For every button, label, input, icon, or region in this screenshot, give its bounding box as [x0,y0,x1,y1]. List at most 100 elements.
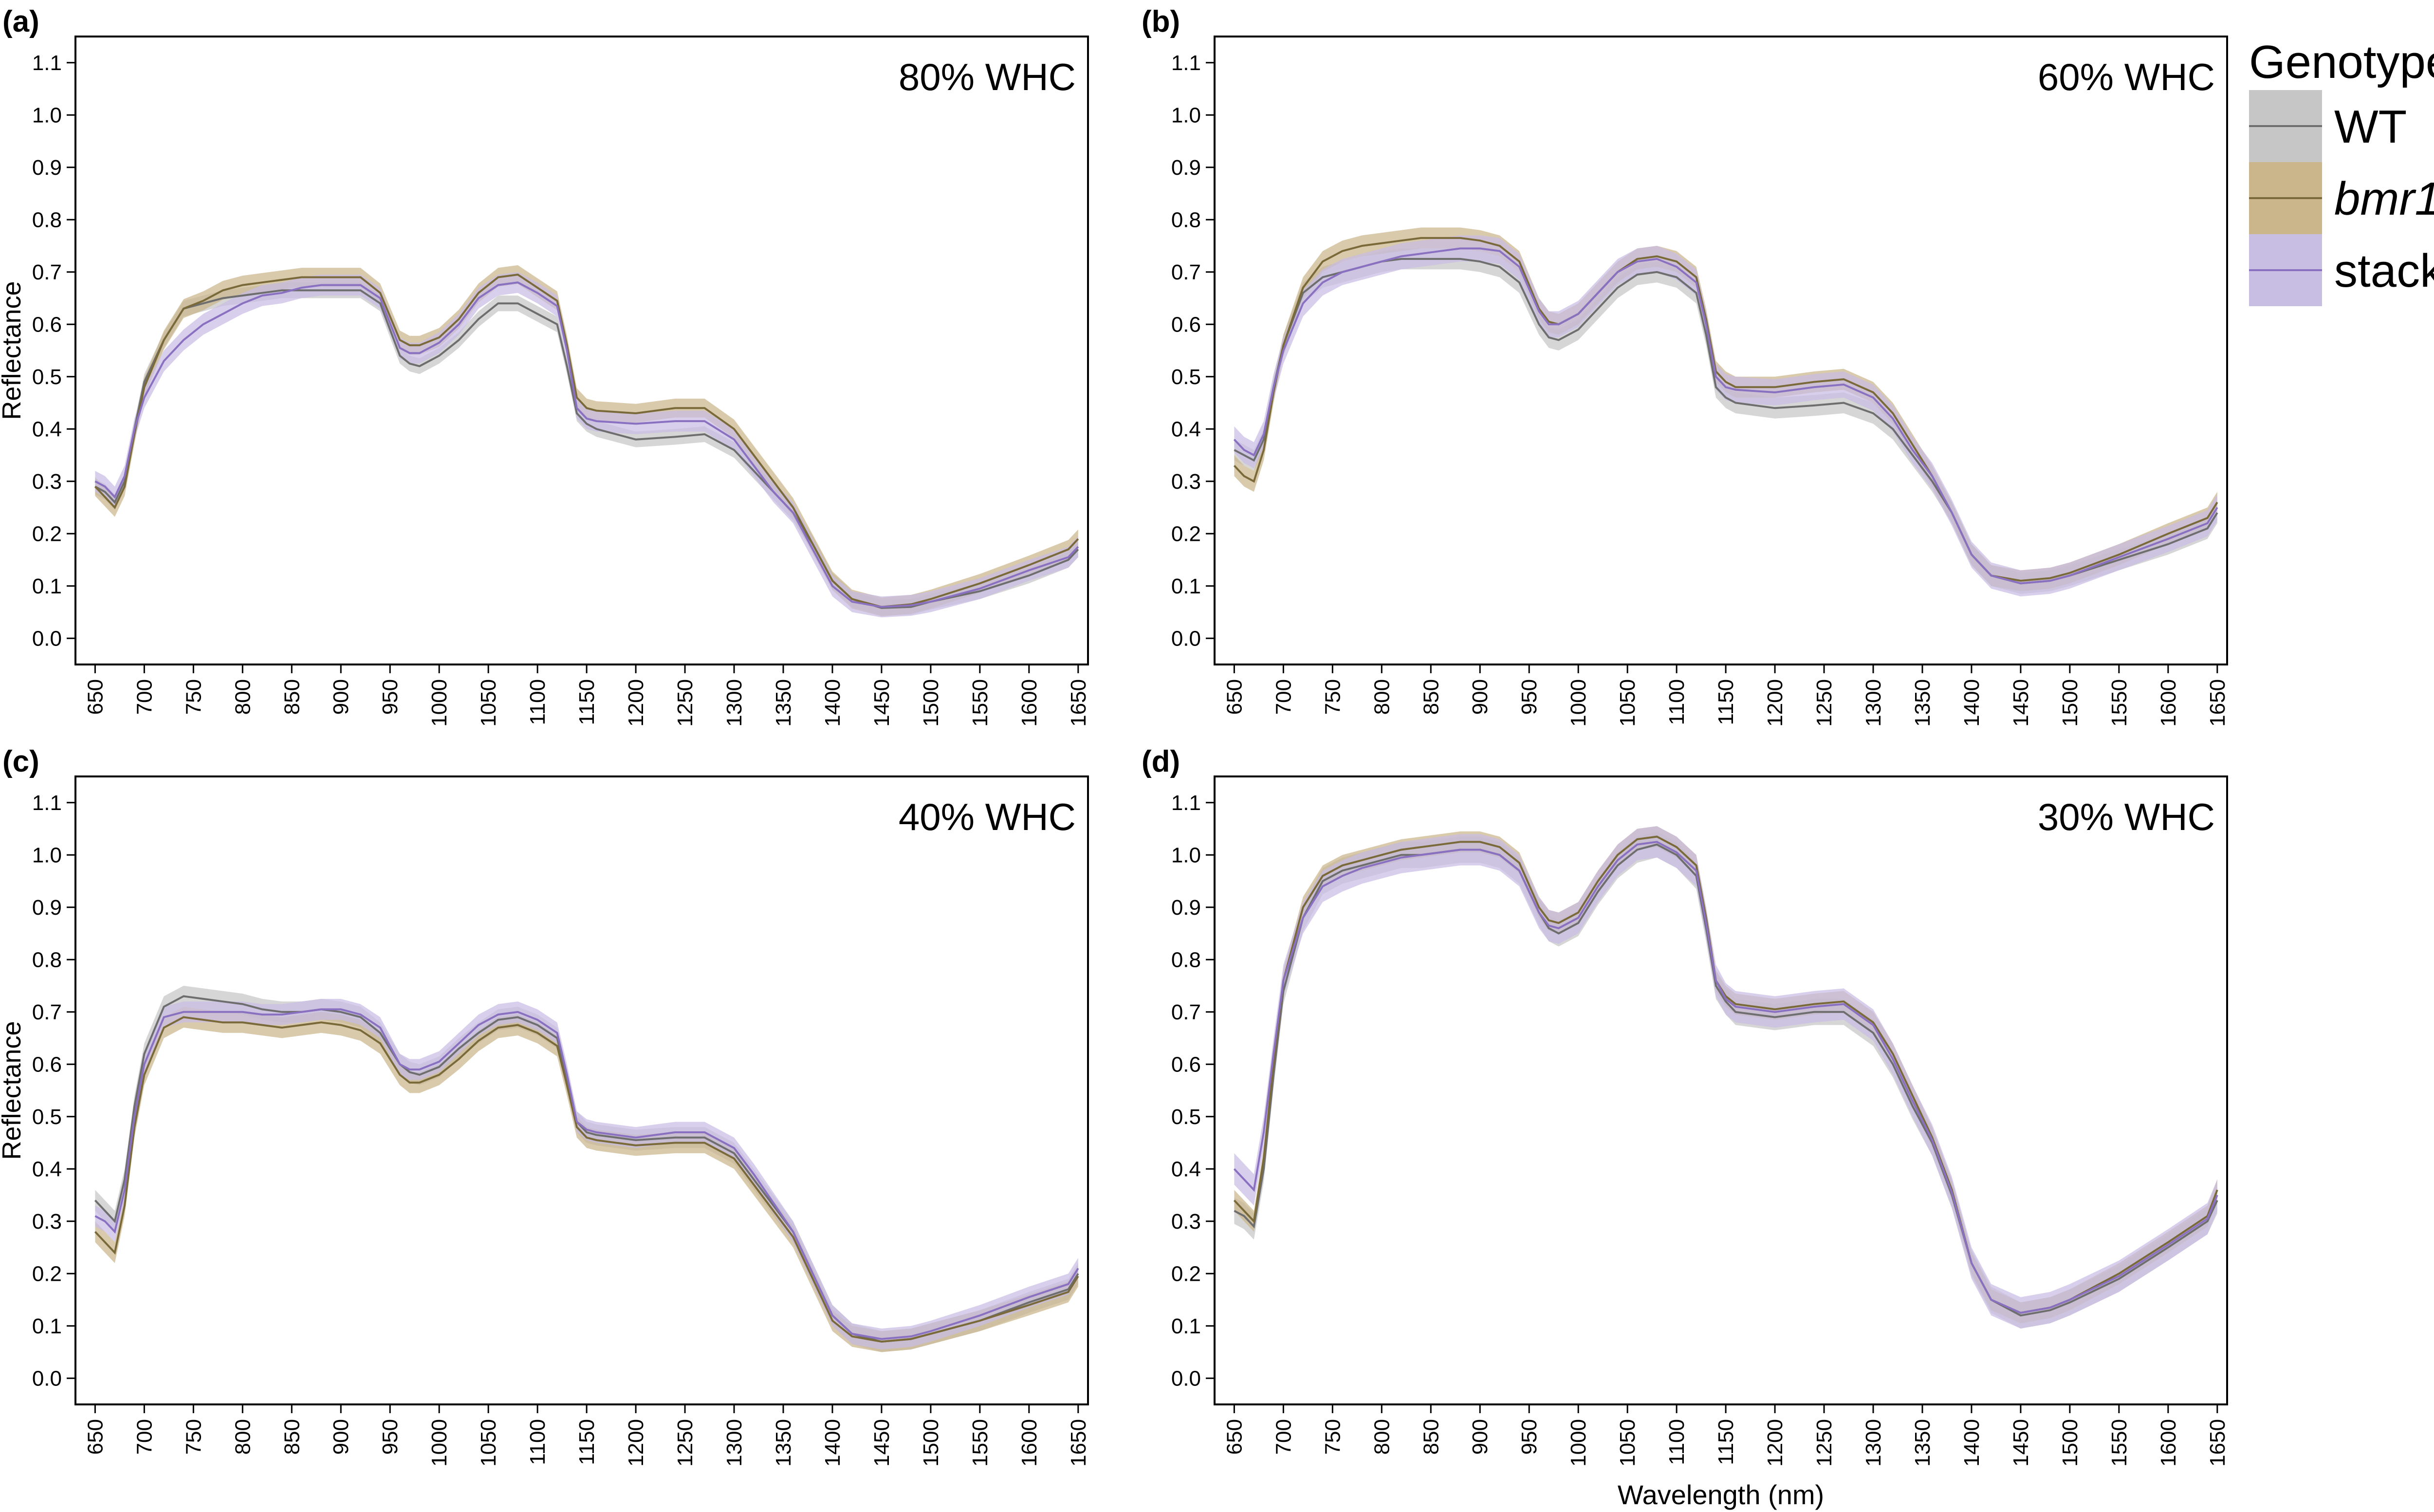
x-tick-label: 1550 [2107,1419,2131,1467]
x-tick-label: 800 [1370,1419,1394,1455]
y-tick-label: 0.2 [32,1262,62,1286]
y-tick-label: 0.6 [1171,1052,1201,1076]
series-line-bmr12-d [1233,835,2218,1314]
x-tick-label: 1150 [575,1419,599,1465]
band-WT-b [1234,248,2217,594]
y-tick-label: 0.0 [32,1366,62,1390]
y-tick-label: 0.6 [32,313,62,336]
x-tick-label: 1100 [526,1419,550,1465]
x-tick-label: 800 [231,1419,255,1455]
y-tick-label: 0.8 [32,208,62,232]
y-tick-label: 0.9 [1171,156,1201,180]
series-line-stacked-b [1233,247,2218,585]
y-tick-label: 0.2 [32,522,62,546]
y-tick-label: 1.0 [1171,843,1201,867]
x-tick-label: 900 [329,679,353,715]
x-tick-label: 650 [1222,679,1246,715]
y-tick-label: 0.6 [32,1052,62,1076]
y-tick-label: 1.1 [32,51,62,75]
x-tick-label: 1200 [1763,1419,1787,1467]
x-axis-label-d: Wavelength (nm) [1618,1479,1824,1510]
x-tick-label: 700 [1272,679,1295,715]
x-tick-label: 1200 [624,679,648,727]
y-tick-label: 0.2 [1171,1262,1201,1286]
whc-annotation-c: 40% WHC [899,795,1076,838]
y-tick-label: 0.3 [32,470,62,494]
plot-frame-a [74,36,1089,665]
y-axis-label-c: Reflectance [0,1021,26,1160]
panel-label-c: (c) [2,745,39,778]
x-tick-label: 850 [1419,1419,1443,1455]
band-WT-d [1234,831,2217,1329]
legend-entry-wt: WT [2249,90,2407,162]
x-tick-label: 1050 [1616,1419,1640,1467]
whc-annotation-d: 30% WHC [2038,795,2215,838]
x-tick-label: 1600 [2157,1419,2180,1467]
y-tick-label: 0.3 [1171,1210,1201,1234]
x-tick-label: 950 [378,1419,402,1455]
x-tick-label: 1550 [968,679,992,727]
y-tick-label: 1.0 [1171,103,1201,127]
legend: Genotypes WT bmr12 stacked [2249,36,2434,306]
y-tick-label: 0.1 [32,1314,62,1338]
x-tick-label: 850 [1419,679,1443,715]
x-tick-label: 1200 [1763,679,1787,727]
y-axis-label-a: Reflectance [0,281,26,420]
panel-a: 0.0 0.1 0.2 0.3 0.4 0.5 0.6 0.7 0.8 0.9 1.0 1.1 650 7… [0,5,1090,727]
legend-label-wt: WT [2334,101,2407,153]
y-tick-label: 0.8 [1171,948,1201,972]
x-tick-label: 750 [1321,679,1345,715]
y-tick-label: 0.4 [1171,417,1201,441]
x-tick-label: 1000 [1567,1419,1590,1467]
y-tick-label: 0.7 [1171,260,1201,284]
band-bmr12-d [1234,826,2217,1324]
y-tick-label: 0.1 [32,574,62,598]
x-tick-label: 1600 [1017,679,1041,727]
x-tick-label: 1450 [870,1419,894,1467]
x-tick-label: 750 [182,1419,205,1455]
x-tick-label: 1550 [968,1419,992,1467]
series-line-WT-c [94,995,1079,1343]
y-tick-label: 0.1 [1171,1314,1201,1338]
series-line-stacked-c [94,1008,1079,1340]
x-tick-label: 1300 [1862,1419,1885,1467]
y-tick-label: 0.7 [32,1000,62,1024]
x-tick-label: 1050 [477,679,500,727]
x-tick-label: 1400 [821,679,845,727]
series-line-bmr12-c [94,1016,1079,1343]
x-tick-label: 1150 [575,679,599,725]
y-tick-label: 0.9 [1171,896,1201,920]
x-tick-label: 1400 [1960,679,1984,727]
legend-title: Genotypes [2249,36,2434,88]
x-tick-label: 1400 [1960,1419,1984,1467]
series-line-stacked-a [94,281,1079,608]
x-tick-label: 1250 [1812,1419,1836,1467]
series-line-WT-b [1234,258,2218,585]
x-tick-label: 750 [182,679,205,715]
y-tick-label: 0.1 [1171,574,1201,598]
x-tick-label: 1350 [1911,1419,1935,1467]
x-tick-label: 1000 [427,679,451,727]
y-tick-label: 0.7 [1171,1000,1201,1024]
y-tick-label: 0.9 [32,156,62,180]
y-tick-label: 1.0 [32,843,62,867]
band-WT-a [95,282,1078,616]
y-tick-label: 0.5 [32,1105,62,1129]
x-tick-label: 1500 [919,1419,943,1467]
x-tick-label: 850 [280,1419,304,1455]
y-tick-label: 0.2 [1171,522,1201,546]
x-tick-label: 900 [1468,1419,1492,1455]
x-tick-label: 800 [231,679,255,715]
x-tick-label: 1000 [427,1419,451,1467]
x-tick-label: 1400 [821,1419,845,1467]
x-tick-label: 1350 [1911,679,1935,727]
x-tick-label: 1450 [2009,1419,2033,1467]
y-tick-label: 1.1 [1171,791,1201,815]
y-tick-label: 0.9 [32,896,62,920]
x-tick-label: 1050 [1616,679,1640,727]
series-line-WT-d [1234,843,2218,1317]
band-stacked-c [95,998,1078,1350]
panel-label-b: (b) [1142,5,1180,38]
series-line-stacked-d [1233,841,2218,1314]
